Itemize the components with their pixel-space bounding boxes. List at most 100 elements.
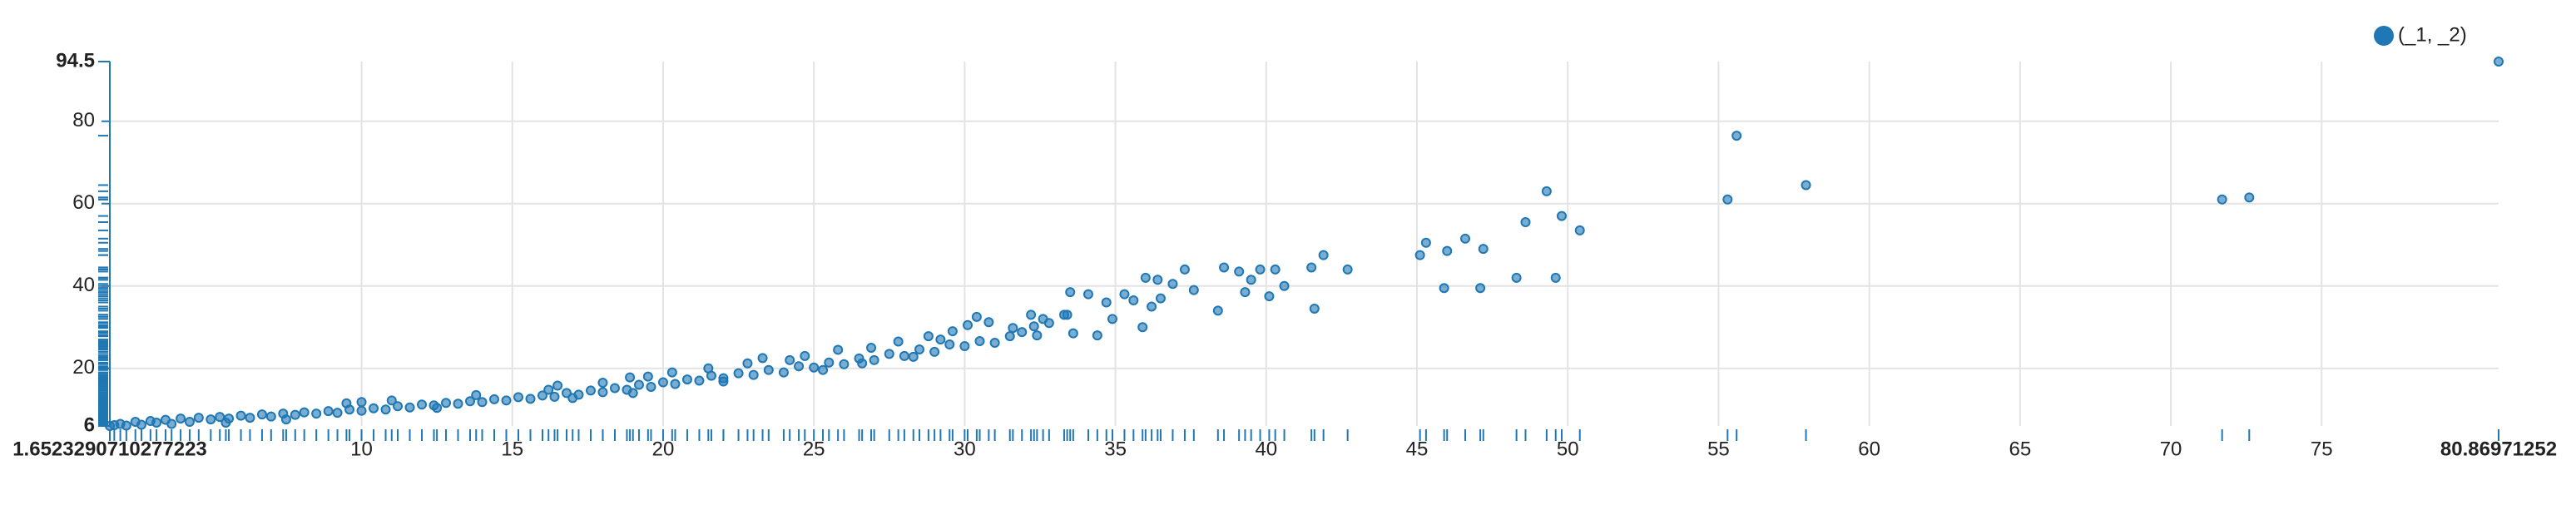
scatter-point [1219,262,1230,273]
scatter-point [567,393,578,404]
legend-marker [2374,26,2394,46]
scatter-point [1279,280,1290,291]
scatter-point [1082,289,1093,300]
scatter-point [477,397,488,408]
scatter-point [552,380,563,391]
scatter-point [694,375,705,386]
scatter-point [923,331,934,342]
scatter-point [1101,297,1112,308]
scatter-point [1246,275,1256,285]
scatter-point [757,353,768,364]
scatter-point [525,394,536,404]
scatter-point [1342,264,1353,275]
x-tick-label: 40 [1255,438,1277,460]
scatter-point [1107,314,1117,324]
scatter-point [1459,233,1470,244]
scatter-point [265,411,276,422]
scatter-point [893,336,904,347]
x-tick-label: 45 [1406,438,1429,460]
scatter-point [256,409,267,420]
scatter-point [785,354,795,365]
scatter-point [341,398,352,409]
scatter-point [1475,283,1486,294]
scatter-point [332,408,343,418]
scatter-point [537,390,547,401]
scatter-point [646,381,656,392]
scatter-point [748,369,759,380]
scatter-point [369,403,379,413]
scatter-point [1550,272,1561,283]
x-tick-label: 80.86971252 [2440,438,2557,460]
scatter-point [386,395,397,406]
x-tick-label: 35 [1104,438,1127,460]
scatter-point [1264,291,1275,302]
x-tick-label: 75 [2311,438,2333,460]
scatter-point [1556,210,1567,221]
scatter-point [489,394,500,404]
scatter-point [193,413,204,423]
y-tick-label: 60 [72,191,95,214]
scatter-point [625,372,636,383]
scatter-point [833,344,844,355]
scatter-point [1234,266,1245,277]
scatter-point [585,385,596,396]
scatter-point [1722,194,1733,205]
scatter-point [642,371,653,382]
scatter-point [1188,285,1199,295]
scatter-point [899,350,909,361]
scatter-point [929,346,940,357]
scatter-point [2244,192,2255,203]
x-tick-label: 55 [1707,438,1730,460]
y-tick-label: 20 [72,356,95,379]
scatter-point [441,398,452,409]
scatter-point [1004,331,1015,342]
scatter-point [1167,279,1178,290]
scatter-point [959,340,970,351]
scatter-point [501,395,512,406]
scatter-point [1179,264,1190,275]
scatter-point [1008,323,1018,334]
scatter-point [1119,289,1130,300]
y-tick-label: 40 [72,274,95,296]
scatter-point [666,367,677,378]
scatter-point [1155,293,1166,304]
x-tick-label: 50 [1557,438,1579,460]
scatter-point [1032,330,1043,341]
scatter-point [136,419,146,430]
scatter-point [884,349,894,359]
scatter-point [1065,287,1076,298]
scatter-point [176,413,186,424]
x-tick-label: 70 [2160,438,2182,460]
scatter-point [1026,309,1037,320]
scatter-point [609,383,620,394]
scatter-point [323,406,334,417]
scatter-point [1318,250,1329,260]
scatter-point [718,376,729,387]
scatter-point [742,358,753,369]
scatter-point [1140,272,1151,283]
scatter-point [311,409,322,419]
scatter-point [866,342,877,353]
scatter-point [1306,262,1317,273]
scatter-point [947,326,958,337]
scatter-point [206,414,216,425]
scatter-point [1270,264,1281,275]
scatter-point [432,403,443,413]
scatter-point [800,350,810,361]
scatter-point [245,413,255,423]
scatter-point [290,409,300,420]
scatter-point [869,354,879,365]
scatter-point [633,379,644,390]
scatter-point [1520,217,1531,228]
scatter-point [908,351,919,362]
scatter-point [465,396,476,407]
x-tick-label: 25 [803,438,825,460]
scatter-point [220,418,231,428]
scatter-point [299,407,310,418]
scatter-point [670,379,681,389]
scatter-point [280,414,291,425]
scatter-point [356,397,367,408]
scatter-point [1574,225,1585,235]
scatter-point [733,368,744,379]
